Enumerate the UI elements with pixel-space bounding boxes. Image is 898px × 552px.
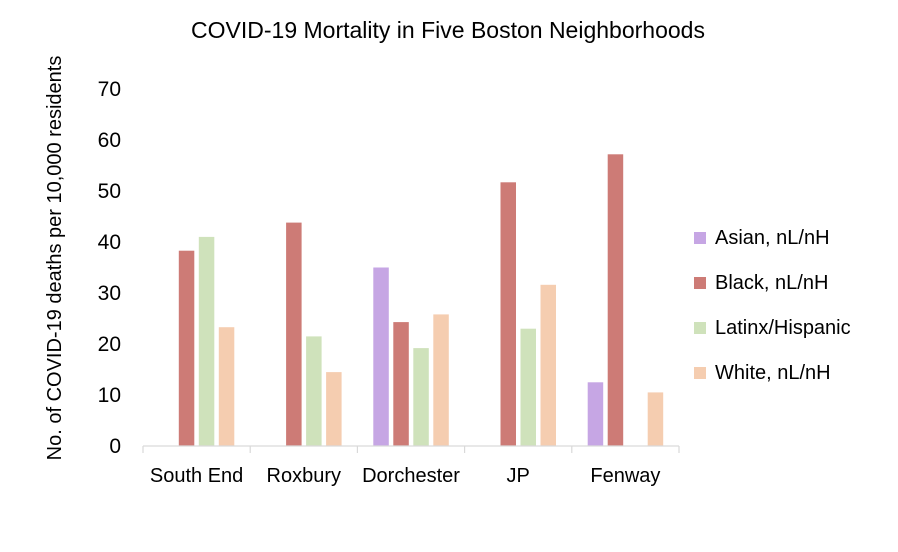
y-tick-label: 70 xyxy=(98,78,121,101)
legend-swatch xyxy=(694,232,706,244)
x-axis-labels: South End Roxbury Dorchester JP Fenway xyxy=(150,465,661,487)
bar xyxy=(413,348,429,446)
x-category-label: Roxbury xyxy=(267,465,341,487)
chart-title: COVID-19 Mortality in Five Boston Neighb… xyxy=(191,17,705,43)
bar xyxy=(587,382,604,447)
x-category-label: Fenway xyxy=(590,465,660,487)
legend: Asian, nL/nH Black, nL/nH Latinx/Hispanic W… xyxy=(694,227,851,384)
bar xyxy=(306,336,322,446)
legend-label: Black, nL/nH xyxy=(715,272,828,294)
y-tick-label: 30 xyxy=(98,282,121,305)
bar xyxy=(393,322,409,446)
bar xyxy=(198,236,215,446)
y-tick-label: 20 xyxy=(98,333,121,356)
bar xyxy=(647,392,664,446)
x-axis-tickmarks xyxy=(142,446,680,453)
bars xyxy=(178,154,664,447)
y-tick-label: 10 xyxy=(98,384,121,407)
bar xyxy=(520,328,536,446)
y-axis-ticks: 0 10 20 30 40 50 60 70 xyxy=(98,78,121,458)
y-tick-label: 50 xyxy=(98,180,121,203)
bar xyxy=(218,327,235,446)
bar xyxy=(500,182,516,447)
legend-label: White, nL/nH xyxy=(715,362,831,384)
legend-label: Latinx/Hispanic xyxy=(715,317,851,339)
bar xyxy=(433,314,449,446)
bar xyxy=(607,154,624,447)
bar xyxy=(286,222,302,446)
x-category-label: South End xyxy=(150,465,243,487)
bar xyxy=(373,267,389,446)
legend-label: Asian, nL/nH xyxy=(715,227,830,249)
legend-swatch xyxy=(694,322,706,334)
legend-swatch xyxy=(694,277,706,289)
y-tick-label: 60 xyxy=(98,129,121,152)
x-category-label: Dorchester xyxy=(362,465,460,487)
bar xyxy=(178,250,195,446)
y-tick-label: 40 xyxy=(98,231,121,254)
x-category-label: JP xyxy=(507,465,530,487)
y-tick-label: 0 xyxy=(109,435,121,458)
y-axis-label: No. of COVID-19 deaths per 10,000 reside… xyxy=(44,56,66,461)
legend-swatch xyxy=(694,367,706,379)
bar xyxy=(540,284,556,446)
bar xyxy=(326,372,342,446)
